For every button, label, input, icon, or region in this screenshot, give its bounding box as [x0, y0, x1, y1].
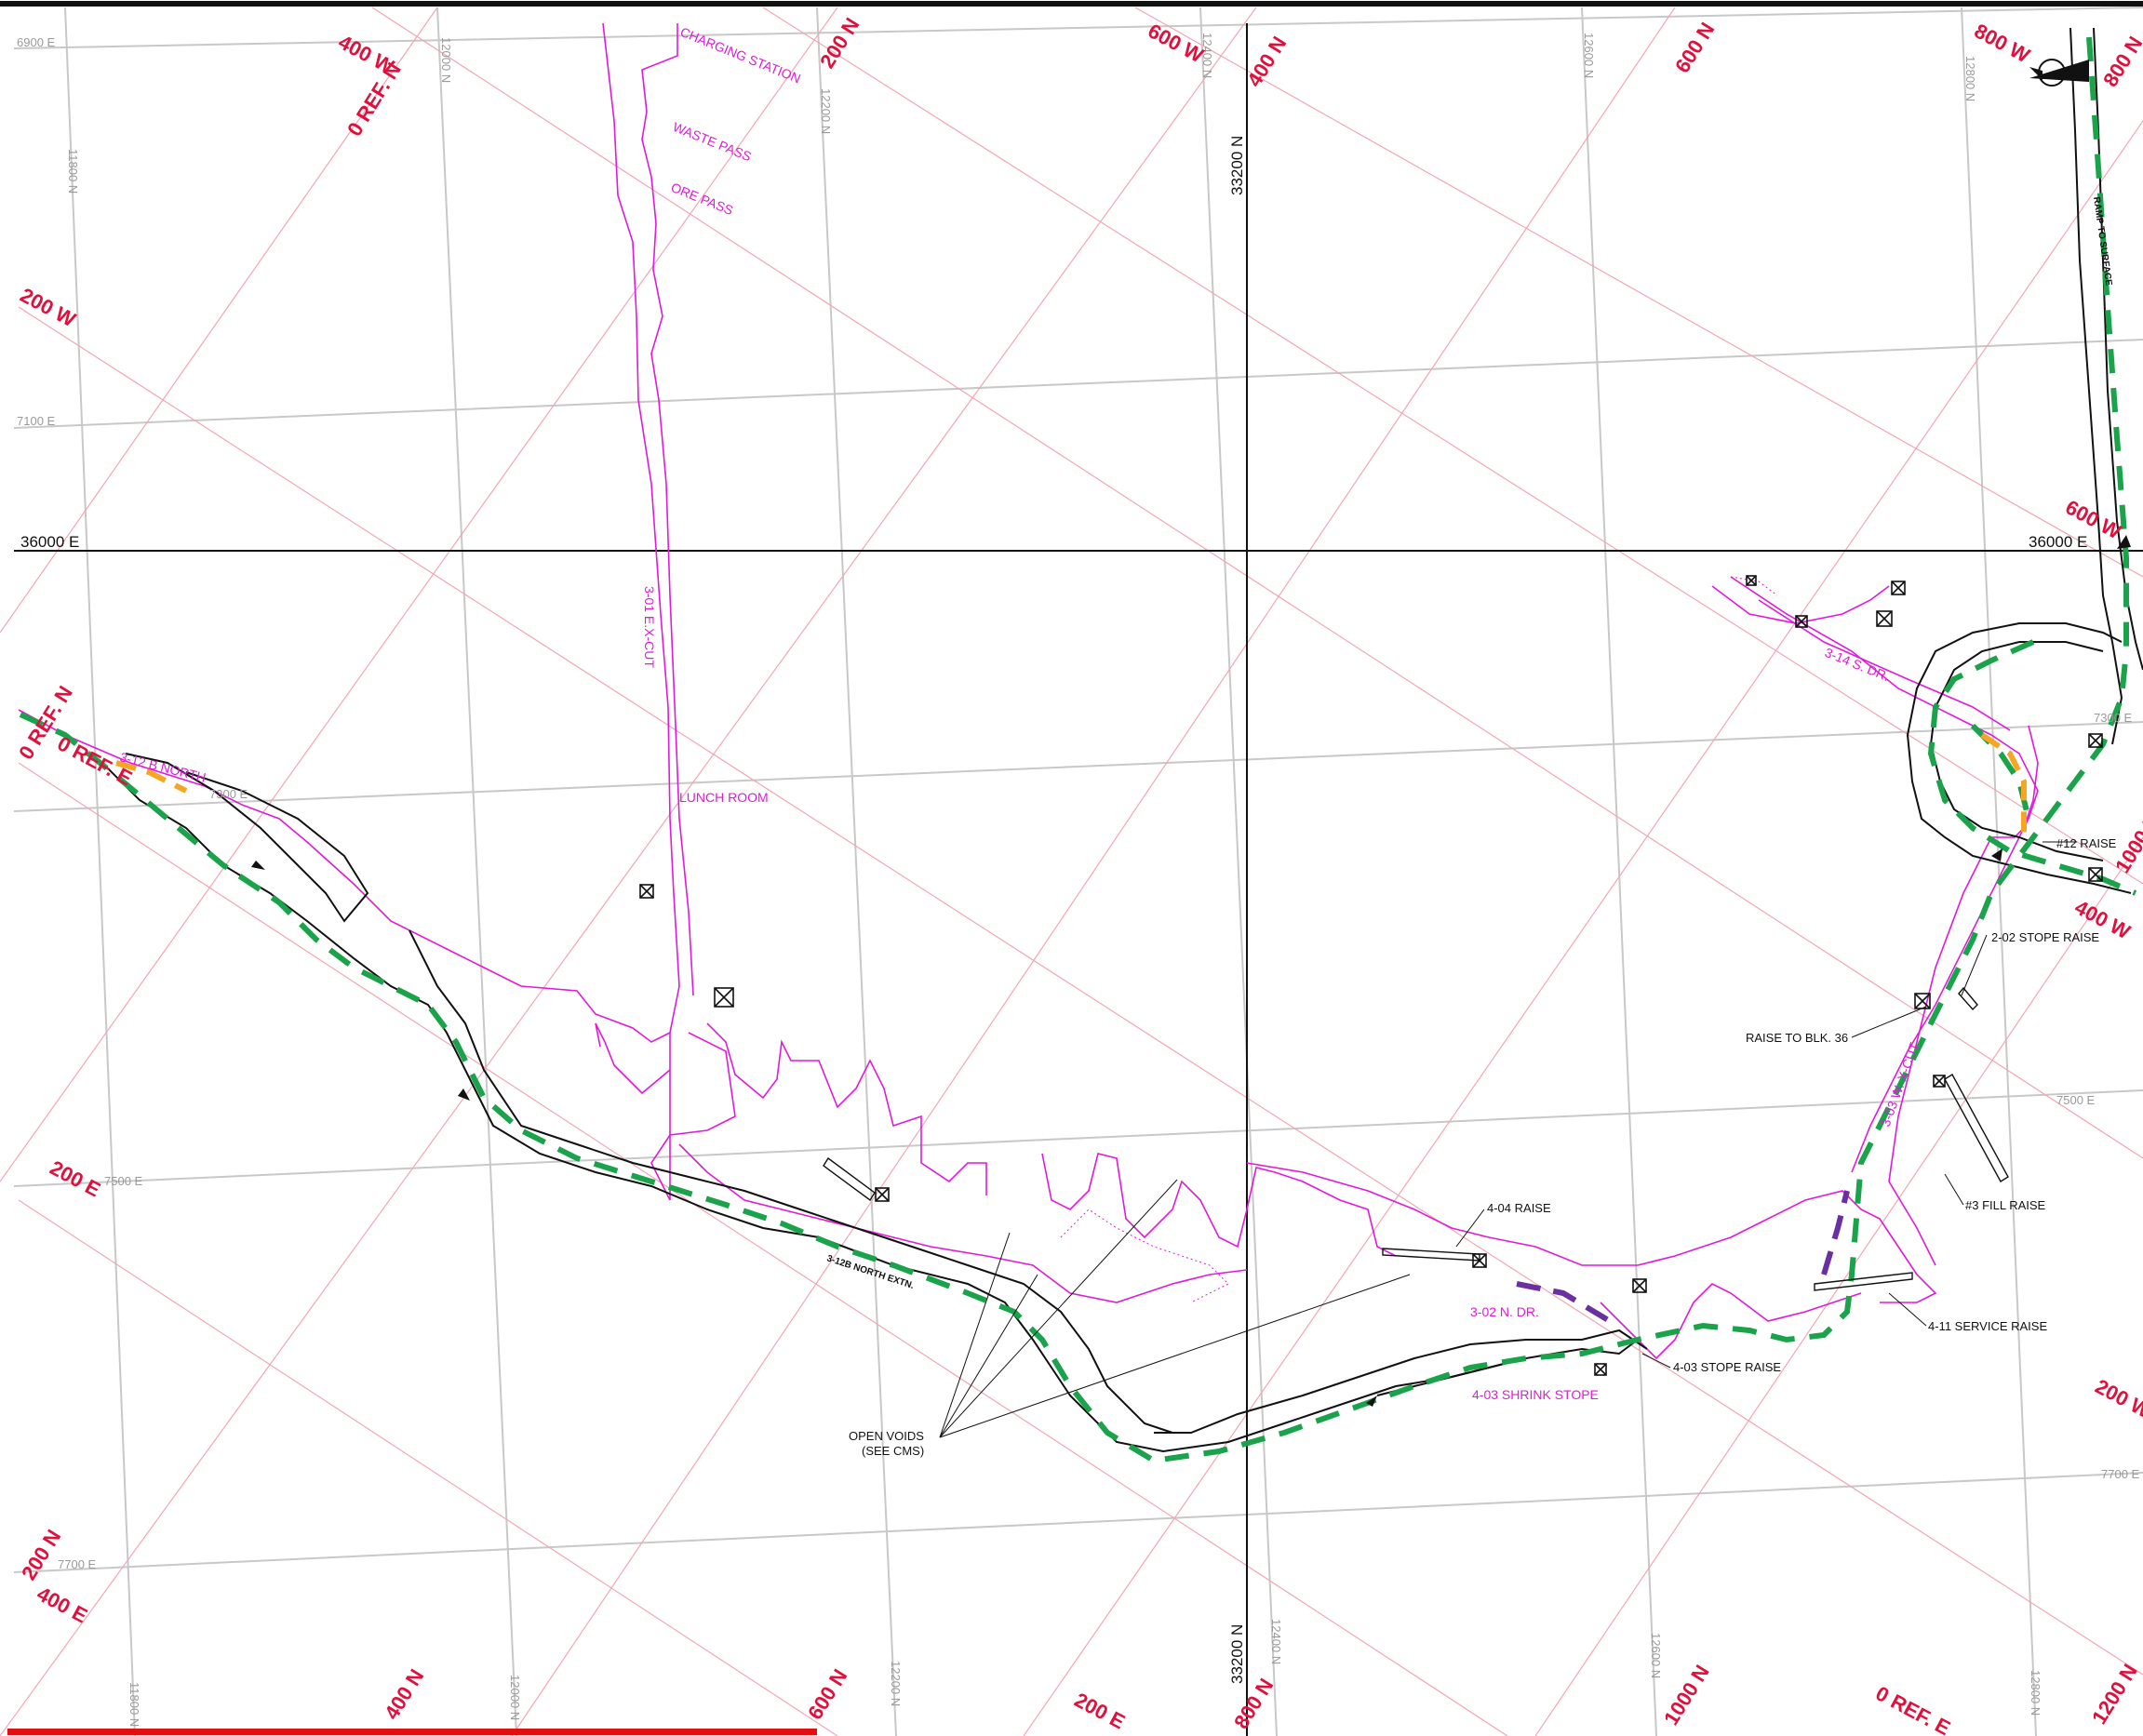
grid-label: 6900 E [17, 35, 56, 49]
grid-label: 7100 E [17, 414, 56, 428]
excut-label: 3-01 E.X-CUT [642, 586, 657, 668]
raise-box-icon [639, 884, 654, 899]
grid-label: 7300 E [2094, 711, 2133, 725]
tertiary-route [1516, 1190, 1850, 1324]
raise-404-callout: 4-04 RAISE [1487, 1201, 1551, 1215]
grid-label: 12800 N [1963, 56, 1977, 101]
gray-grid [13, 7, 2143, 1736]
raise-box-icon [1795, 615, 1808, 628]
void-outlines [1060, 576, 1778, 1303]
east-coordinate-left: 36000 E [20, 533, 79, 551]
coordinate-axes [14, 23, 2143, 1736]
service-raise-411-callout: 4-11 SERVICE RAISE [1928, 1319, 2047, 1333]
raise-blk36-callout: RAISE TO BLK. 36 [1746, 1031, 1848, 1045]
raise-12-callout: #12 RAISE [2056, 836, 2117, 850]
grid-label: 12600 N [1649, 1633, 1663, 1678]
raise-box-icon [1876, 610, 1893, 627]
grid-label: 12600 N [1582, 33, 1596, 78]
lunch-room-label: LUNCH ROOM [679, 790, 769, 805]
bottom-bar [7, 1729, 817, 1735]
direction-arrow-icon [2117, 535, 2131, 549]
raise-box-icon [1933, 1075, 1946, 1088]
grid-label: 12400 N [1200, 33, 1214, 78]
mine-workings [18, 22, 2039, 1360]
grid-label: 12800 N [2029, 1670, 2043, 1716]
grid-label: 7500 E [2056, 1093, 2096, 1107]
direction-arrow-icon [1991, 848, 2002, 861]
north-coordinate-bottom: 33200 N [1228, 1624, 1246, 1684]
raise-box-icon [2088, 867, 2103, 882]
direction-arrow-icons [251, 535, 2131, 1407]
raise-box-icon [714, 987, 734, 1008]
direction-arrow-icon [458, 1088, 470, 1101]
grid-label: 7500 E [104, 1174, 143, 1188]
raise-box-icon [1891, 581, 1906, 595]
north-arrow-icon [2029, 59, 2089, 87]
direction-arrow-icon [1366, 1395, 1377, 1407]
raise-box-icon [1594, 1363, 1607, 1376]
n-dr-label: 3-02 N. DR. [1470, 1304, 1539, 1319]
secondary-route [115, 732, 2027, 837]
raise-box-icon [1746, 575, 1757, 586]
open-voids-callout: OPEN VOIDS [849, 1429, 924, 1443]
grid-label: 12400 N [1269, 1619, 1283, 1664]
grid-label: 12000 N [439, 37, 453, 83]
direction-arrow-icon [251, 861, 265, 870]
raise-box-icon [1632, 1278, 1647, 1293]
grid-label: 7300 E [209, 787, 248, 801]
grid-label: 11800 N [66, 149, 80, 194]
stope-raise-403-callout: 4-03 STOPE RAISE [1673, 1360, 1781, 1374]
grid-label: 12200 N [889, 1661, 903, 1706]
east-coordinate-right: 36000 E [2029, 533, 2087, 551]
raise-box-icons [639, 575, 2103, 1376]
grid-label: 7700 E [58, 1557, 97, 1571]
stope-raise-202-callout: 2-02 STOPE RAISE [1991, 930, 2099, 944]
see-cms-callout: (SEE CMS) [862, 1444, 924, 1458]
callout-leaders [939, 841, 2077, 1438]
north-coordinate-top: 33200 N [1228, 136, 1246, 195]
grid-label: 12000 N [508, 1675, 522, 1720]
raise-structures [823, 986, 2009, 1291]
reference-grid [0, 7, 2143, 1736]
fill-raise-3-callout: #3 FILL RAISE [1965, 1198, 2046, 1212]
raise-box-icon [875, 1187, 890, 1202]
grid-label: 11800 N [127, 1682, 141, 1727]
raise-box-icon [2088, 733, 2103, 748]
grid-label: 7700 E [2101, 1467, 2140, 1481]
shrink-stope-label: 4-03 SHRINK STOPE [1472, 1387, 1599, 1402]
grid-label: 12200 N [819, 88, 833, 134]
